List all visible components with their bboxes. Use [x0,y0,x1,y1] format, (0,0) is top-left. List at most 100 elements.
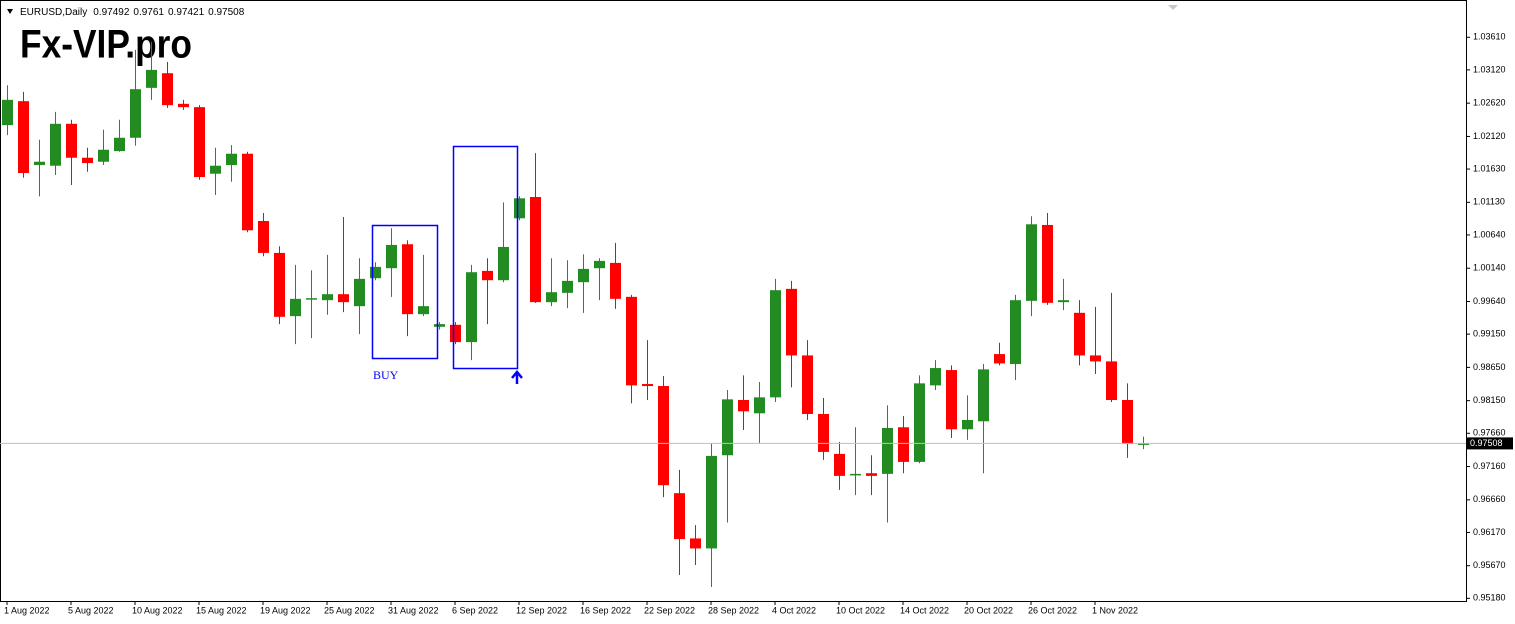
header-open: 0.97492 [93,7,130,18]
y-tick-label: 1.02620 [1473,98,1506,108]
candle-body [338,294,349,303]
candle-body [1106,361,1117,401]
annotation-box [371,224,439,360]
x-tick-label: 1 Nov 2022 [1092,605,1138,615]
y-tick-label: 0.97160 [1473,461,1506,471]
candle-body [178,103,189,108]
candle-body [882,427,893,474]
candle-body [146,69,157,88]
x-tick-label: 28 Sep 2022 [708,605,759,615]
header-high: 0.9761 [133,7,164,18]
y-tick-label: 1.03610 [1473,32,1506,42]
y-tick-label: 0.95180 [1473,593,1506,603]
candle-body [930,368,941,386]
candle-body [834,453,845,476]
candle-body [226,153,237,166]
x-tick-label: 14 Oct 2022 [900,605,949,615]
y-tick-label: 1.01630 [1473,163,1506,173]
x-tick-label: 15 Aug 2022 [196,605,247,615]
x-tick-label: 6 Sep 2022 [452,605,498,615]
x-tick-label: 25 Aug 2022 [324,605,375,615]
x-tick-label: 1 Aug 2022 [4,605,50,615]
candle-body [306,298,317,300]
y-tick-label: 0.99640 [1473,296,1506,306]
candle-body [898,427,909,462]
x-tick-label: 5 Aug 2022 [68,605,114,615]
candle-body [450,324,461,343]
candle-body [994,354,1005,364]
candle-body [466,272,477,343]
candle-body [386,244,397,269]
chart-header: EURUSD,Daily 0.97492 0.9761 0.97421 0.97508 [20,7,245,18]
price-label-bg [1467,437,1513,450]
candle-body [978,369,989,422]
candle-body [722,399,733,456]
candle-body [594,260,605,269]
candle-body [50,123,61,166]
candle-body [946,370,957,430]
y-tick-label: 0.95670 [1473,560,1506,570]
candle-body [1122,400,1133,444]
y-tick-label: 0.97660 [1473,428,1506,438]
header-low: 0.97421 [168,7,205,18]
y-tick-label: 0.98150 [1473,395,1506,405]
candle-body [546,292,557,303]
annotation-box [452,145,519,370]
candle-body [434,324,445,327]
candle-body [290,298,301,317]
candle-body [706,455,717,549]
candle-body [114,137,125,152]
candle-body [66,123,77,158]
x-tick-label: 10 Aug 2022 [132,605,183,615]
candle-body [1138,443,1149,445]
y-tick-label: 1.00140 [1473,263,1506,273]
candle-body [610,262,621,299]
candle-body [690,538,701,549]
candle-body [738,400,749,412]
candle-body [514,198,525,219]
candle-body [818,413,829,452]
candle-body [482,270,493,281]
candle-body [322,294,333,301]
x-tick-label: 19 Aug 2022 [260,605,311,615]
candle-body [162,73,173,106]
candle-body [642,384,653,387]
x-tick-label: 26 Oct 2022 [1028,605,1077,615]
x-tick-label: 4 Oct 2022 [772,605,816,615]
candle-body [530,197,541,303]
candle-body [914,383,925,462]
candle-body [674,493,685,540]
candle-body [1026,224,1037,301]
candle-body [770,290,781,398]
x-tick-label: 31 Aug 2022 [388,605,439,615]
y-tick-label: 1.02120 [1473,131,1506,141]
candle-body [98,149,109,162]
candle-body [578,268,589,283]
candle-body [194,107,205,178]
x-tick-label: 22 Sep 2022 [644,605,695,615]
candle-body [210,165,221,174]
x-tick-label: 20 Oct 2022 [964,605,1013,615]
watermark: Fx-VIP.pro [20,23,192,67]
candle-body [82,157,93,164]
price-label: 0.97508 [1470,438,1503,448]
candle-body [866,473,877,476]
y-tick-label: 0.96170 [1473,527,1506,537]
buy-arrow [511,370,523,384]
y-tick-label: 0.99150 [1473,328,1506,338]
x-tick-label: 12 Sep 2022 [516,605,567,615]
candle-body [1042,224,1053,303]
candle-body [258,220,269,253]
candle-body [1058,300,1069,303]
candle-body [850,473,861,476]
candle-body [242,153,253,231]
x-tick-label: 10 Oct 2022 [836,605,885,615]
candle-body [370,266,381,279]
annotation-label: BUY [373,368,399,382]
candle-body [130,89,141,138]
y-tick-label: 0.96660 [1473,494,1506,504]
plot-frame [0,0,1467,602]
candle-body [1010,300,1021,365]
candle-body [418,306,429,315]
